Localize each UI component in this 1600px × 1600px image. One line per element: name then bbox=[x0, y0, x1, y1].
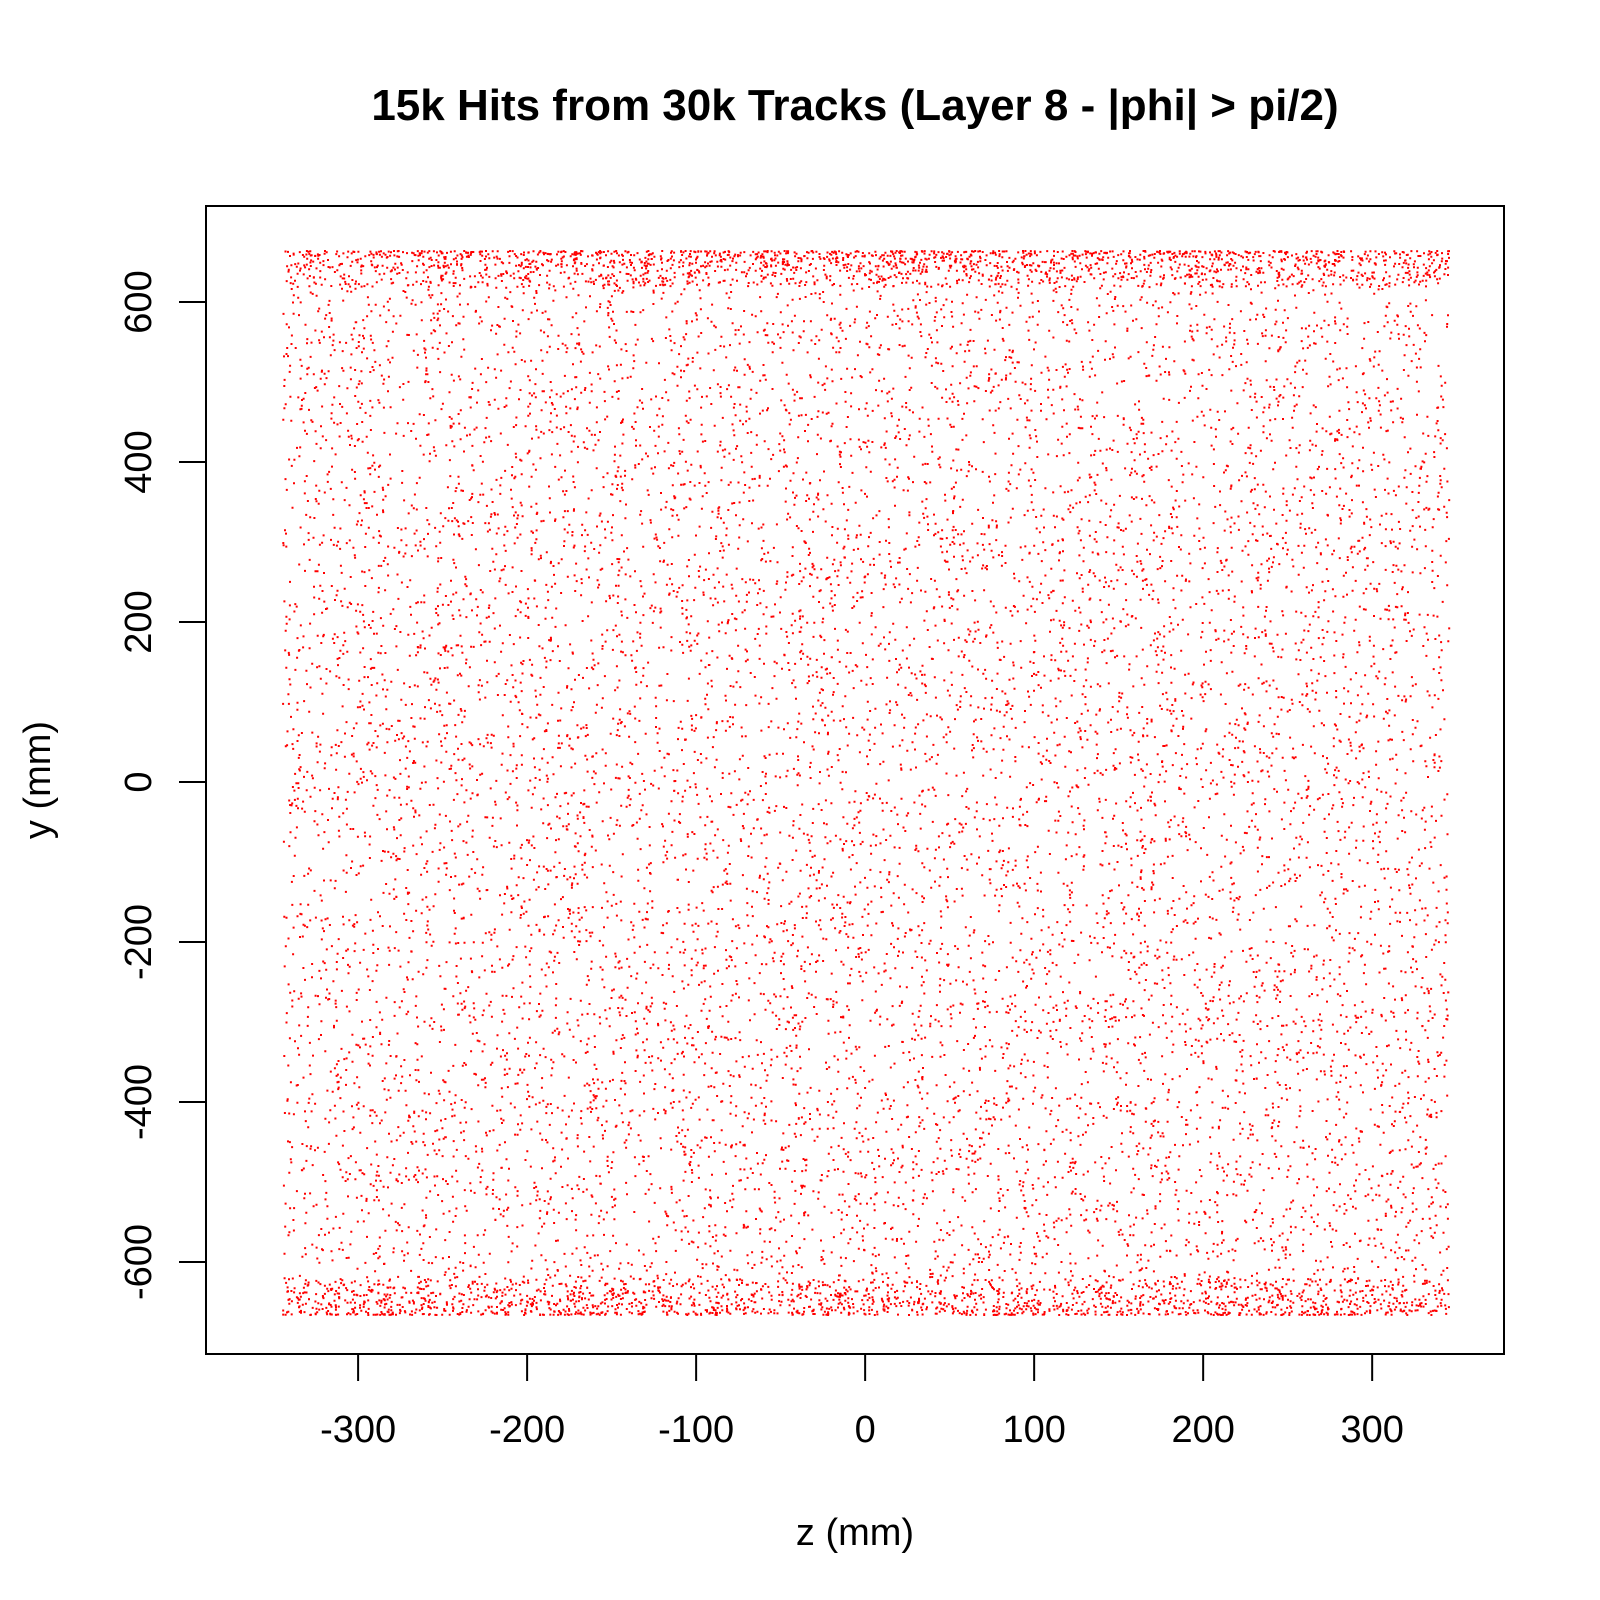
y-tick-label: -600 bbox=[118, 1224, 160, 1300]
y-tick-label: 600 bbox=[118, 270, 160, 333]
x-tick-label: 100 bbox=[1002, 1409, 1065, 1451]
hit-points bbox=[282, 250, 1451, 1316]
x-tick-label: -300 bbox=[320, 1409, 396, 1451]
x-tick-label: -100 bbox=[658, 1409, 734, 1451]
x-tick-label: 0 bbox=[855, 1409, 876, 1451]
y-tick-label: -200 bbox=[118, 904, 160, 980]
x-tick-label: 200 bbox=[1171, 1409, 1234, 1451]
y-tick-label: 400 bbox=[118, 430, 160, 493]
y-tick-label: 0 bbox=[118, 771, 160, 792]
x-tick-label: -200 bbox=[489, 1409, 565, 1451]
x-axis-label: z (mm) bbox=[796, 1512, 914, 1554]
y-tick-label: -400 bbox=[118, 1064, 160, 1140]
x-tick-label: 300 bbox=[1340, 1409, 1403, 1451]
x-axis: -300 -200 -100 0 100 200 300 bbox=[320, 1353, 1404, 1451]
data-points bbox=[282, 250, 1451, 1316]
y-tick-label: 200 bbox=[118, 590, 160, 653]
y-axis: -600 -400 -200 0 200 400 600 bbox=[118, 270, 207, 1300]
chart-title: 15k Hits from 30k Tracks (Layer 8 - |phi… bbox=[371, 81, 1338, 131]
y-axis-label: y (mm) bbox=[17, 721, 59, 839]
